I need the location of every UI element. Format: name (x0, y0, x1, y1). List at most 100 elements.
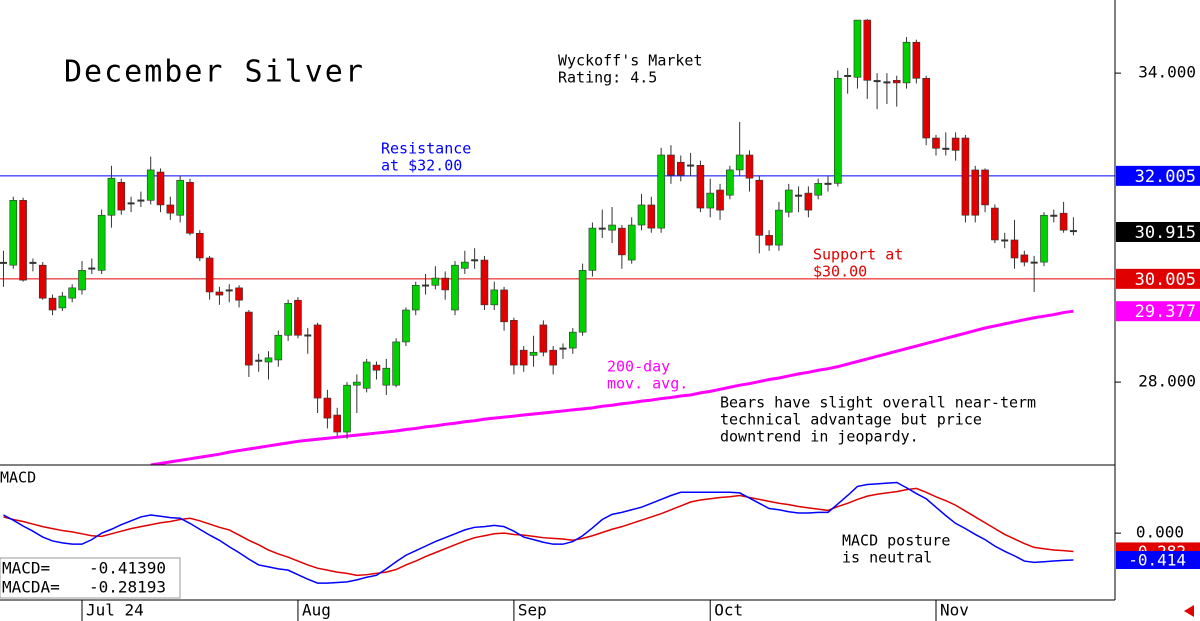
candle-body (932, 137, 940, 149)
candle-body (97, 214, 106, 271)
candle-body (205, 257, 214, 293)
candle-body (775, 209, 783, 246)
candle-body (588, 227, 597, 271)
candle-body (716, 189, 724, 211)
annotation: MACD posture (842, 532, 950, 550)
annotation: 200-day (607, 358, 670, 376)
candle-body (676, 161, 685, 176)
x-tick-label: Jul 24 (86, 601, 144, 620)
arrow-icon (1184, 605, 1194, 617)
candle-body (362, 361, 371, 389)
annotation: Support at (813, 246, 903, 264)
candle-body (784, 189, 793, 213)
value-box-label: 29.377 (1135, 302, 1196, 322)
candle-body (765, 235, 773, 246)
candle-body (9, 200, 18, 266)
candle-body (559, 347, 567, 350)
candle-body (657, 154, 665, 229)
value-box (1116, 268, 1200, 289)
candle-body (637, 204, 646, 226)
candle-body (313, 324, 322, 399)
candle-body (991, 207, 999, 241)
candle-body (942, 147, 950, 150)
x-tick-label: Sep (518, 601, 547, 620)
value-box (1116, 221, 1200, 242)
candle-body (853, 19, 862, 78)
candle-body (422, 284, 430, 287)
candle-body (255, 359, 263, 362)
candle-body (1020, 254, 1029, 263)
candle-body (961, 137, 970, 216)
legend-label: MACDA= (2, 578, 60, 597)
candle-body (176, 179, 184, 216)
candle-body (235, 287, 243, 301)
annotation: Rating: 4.5 (558, 69, 657, 87)
macd-title: MACD (0, 469, 36, 487)
candle-body (568, 331, 577, 349)
candle-body (519, 349, 528, 366)
candle-body (58, 295, 67, 309)
value-box (1116, 165, 1200, 186)
candle-body (824, 182, 832, 185)
macd-panel (3, 481, 1074, 584)
candle-body (461, 261, 469, 269)
moving-average-line (150, 309, 1074, 465)
candle-body (1059, 212, 1068, 231)
candle-body (706, 192, 715, 209)
candle-body (195, 232, 204, 259)
candle-body (127, 202, 135, 205)
annotation: downtrend in jeopardy. (720, 428, 919, 446)
annotation: technical advantage but price (720, 411, 982, 429)
candle-body (264, 357, 273, 363)
y-tick-label: 0.000 (1136, 523, 1184, 542)
annotation: at $32.00 (381, 157, 462, 175)
candle-body (48, 297, 57, 311)
candle-body (529, 351, 538, 356)
x-tick-label: Aug (302, 601, 331, 620)
candle-body (451, 264, 459, 311)
candle-body (981, 169, 989, 206)
candle-body (343, 384, 351, 433)
candle-body (912, 41, 921, 79)
candle-body (696, 164, 705, 209)
candle-body (215, 291, 224, 296)
candle-body (137, 199, 145, 202)
value-box-label: 32.005 (1135, 167, 1196, 187)
candle-body (745, 154, 754, 179)
annotation: $30.00 (813, 263, 867, 281)
candle-body (687, 164, 695, 167)
candle-body (1010, 239, 1019, 259)
candle-body (78, 270, 86, 291)
candle-body (834, 77, 842, 184)
value-box-label: 30.915 (1135, 223, 1196, 243)
price-panel (0, 19, 1115, 465)
candle-body (431, 277, 440, 286)
candle-body (29, 261, 37, 264)
candle-body (922, 77, 930, 139)
candle-body (844, 74, 852, 77)
candle-body (1069, 230, 1077, 233)
overlay: 32.005 30.005 34.000 28.000 29.377 Jul 24 Aug S… (0, 52, 1200, 621)
candle-body (156, 171, 165, 206)
candle-body (19, 200, 27, 281)
legend-box (0, 557, 181, 599)
macd-line (3, 481, 1074, 584)
value-box (1116, 301, 1200, 322)
candle-body (608, 224, 616, 231)
candle-body (883, 81, 891, 84)
candle-body (117, 181, 126, 211)
annotation: mov. avg. (607, 375, 688, 393)
value-box-label: -0.414 (1128, 551, 1186, 570)
candle-body (402, 309, 410, 343)
candle-body (726, 169, 734, 196)
legend-value: -0.41390 (89, 559, 166, 578)
x-tick-label: Oct (714, 601, 743, 620)
candle-body (1040, 214, 1048, 263)
value-box-label: 30.005 (1135, 270, 1196, 290)
candle-body (873, 80, 881, 83)
candle-body (814, 183, 822, 196)
candle-body (578, 270, 587, 333)
x-tick-label: Nov (940, 601, 969, 620)
legend-label: MACD= (2, 559, 50, 578)
